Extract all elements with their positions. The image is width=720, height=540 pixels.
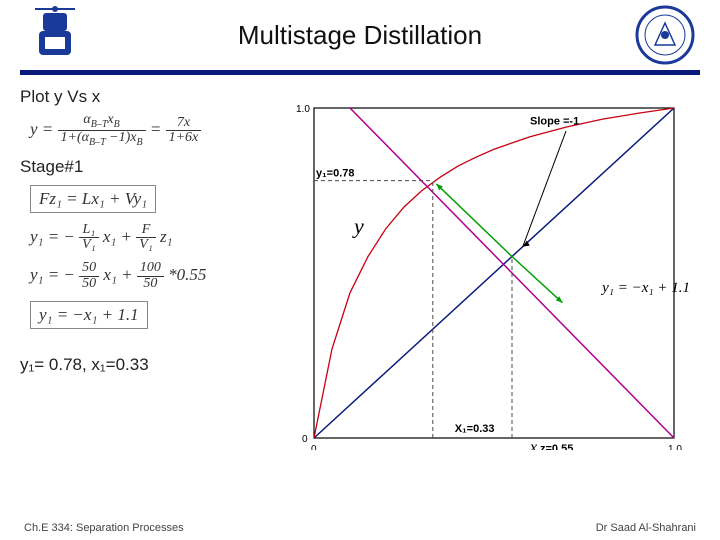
equation-right: y₁ = −x₁ + 1.1 xyxy=(602,280,690,297)
svg-text:y: y xyxy=(352,213,364,238)
svg-text:z=0.55: z=0.55 xyxy=(540,443,573,450)
svg-text:y₁=0.78: y₁=0.78 xyxy=(316,168,355,180)
svg-text:Slope =-1: Slope =-1 xyxy=(530,116,579,128)
svg-text:0: 0 xyxy=(302,434,308,445)
footer-left: Ch.E 334: Separation Processes xyxy=(24,522,184,534)
equation-balance: Fz₁ = Lx₁ + Vy₁ xyxy=(30,185,156,213)
xy-chart: 1.0 00 1.0 y xz=0.55 X₁=0.33 y₁=0.78 Slope =-1 xyxy=(290,90,690,450)
svg-text:0: 0 xyxy=(311,444,317,450)
university-logo-left-icon xyxy=(25,5,85,65)
footer-right: Dr Saad Al-Shahrani xyxy=(596,522,696,534)
svg-text:x: x xyxy=(529,439,537,450)
svg-text:1.0: 1.0 xyxy=(668,444,682,450)
page-title: Multistage Distillation xyxy=(238,20,482,51)
dept-logo-right-icon xyxy=(635,5,695,65)
svg-text:1.0: 1.0 xyxy=(296,104,310,115)
svg-text:X₁=0.33: X₁=0.33 xyxy=(455,423,495,435)
equation-y1c: y₁ = −x₁ + 1.1 xyxy=(30,301,148,329)
